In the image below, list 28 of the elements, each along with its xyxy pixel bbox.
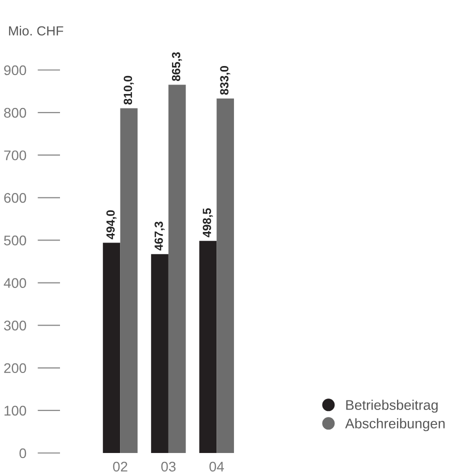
y-tick-label: 200: [4, 363, 26, 374]
y-tick-label: 300: [4, 320, 26, 331]
bar: [151, 254, 168, 453]
data-label: 494,0: [106, 210, 116, 240]
data-label: 833,0: [220, 66, 230, 95]
data-label: 810,0: [124, 76, 134, 105]
legend-label: Abschreibungen: [345, 418, 445, 432]
bar: [216, 98, 234, 453]
y-tick-label: 700: [4, 150, 26, 160]
y-tick-label: 0: [19, 448, 26, 458]
y-tick-label: 400: [4, 278, 26, 288]
y-tick-label: 100: [4, 406, 26, 416]
y-tick-label: 500: [4, 236, 26, 246]
data-label: 865,3: [172, 52, 182, 81]
data-label: 498,5: [202, 208, 213, 238]
y-tick-label: 800: [4, 108, 26, 118]
bar: [120, 108, 138, 453]
legend-label: Betriebsbeitrag: [346, 400, 438, 413]
bar: [102, 242, 120, 453]
bar: [199, 240, 217, 453]
x-tick-label: 03: [161, 462, 176, 472]
y-tick-label: 600: [4, 193, 26, 203]
x-tick-label: 02: [113, 462, 128, 472]
bar: [168, 84, 186, 453]
data-label: 467,3: [154, 222, 165, 251]
y-tick-label: 900: [4, 65, 26, 76]
x-tick-label: 04: [209, 462, 224, 472]
y-axis-title: Mio. CHF: [9, 26, 64, 36]
